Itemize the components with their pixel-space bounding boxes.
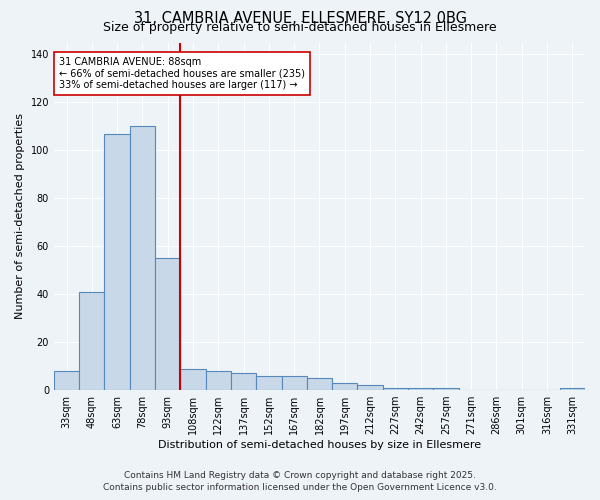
- Text: 31, CAMBRIA AVENUE, ELLESMERE, SY12 0BG: 31, CAMBRIA AVENUE, ELLESMERE, SY12 0BG: [133, 11, 467, 26]
- Bar: [155, 258, 181, 390]
- Text: 31 CAMBRIA AVENUE: 88sqm
← 66% of semi-detached houses are smaller (235)
33% of : 31 CAMBRIA AVENUE: 88sqm ← 66% of semi-d…: [59, 57, 305, 90]
- Bar: [408, 388, 433, 390]
- X-axis label: Distribution of semi-detached houses by size in Ellesmere: Distribution of semi-detached houses by …: [158, 440, 481, 450]
- Bar: [181, 368, 206, 390]
- Bar: [560, 388, 585, 390]
- Bar: [383, 388, 408, 390]
- Bar: [307, 378, 332, 390]
- Y-axis label: Number of semi-detached properties: Number of semi-detached properties: [15, 114, 25, 320]
- Bar: [433, 388, 458, 390]
- Bar: [79, 292, 104, 390]
- Text: Size of property relative to semi-detached houses in Ellesmere: Size of property relative to semi-detach…: [103, 22, 497, 35]
- Bar: [206, 371, 231, 390]
- Bar: [358, 386, 383, 390]
- Bar: [256, 376, 281, 390]
- Bar: [281, 376, 307, 390]
- Bar: [332, 383, 358, 390]
- Bar: [130, 126, 155, 390]
- Text: Contains HM Land Registry data © Crown copyright and database right 2025.
Contai: Contains HM Land Registry data © Crown c…: [103, 471, 497, 492]
- Bar: [54, 371, 79, 390]
- Bar: [104, 134, 130, 390]
- Bar: [231, 374, 256, 390]
